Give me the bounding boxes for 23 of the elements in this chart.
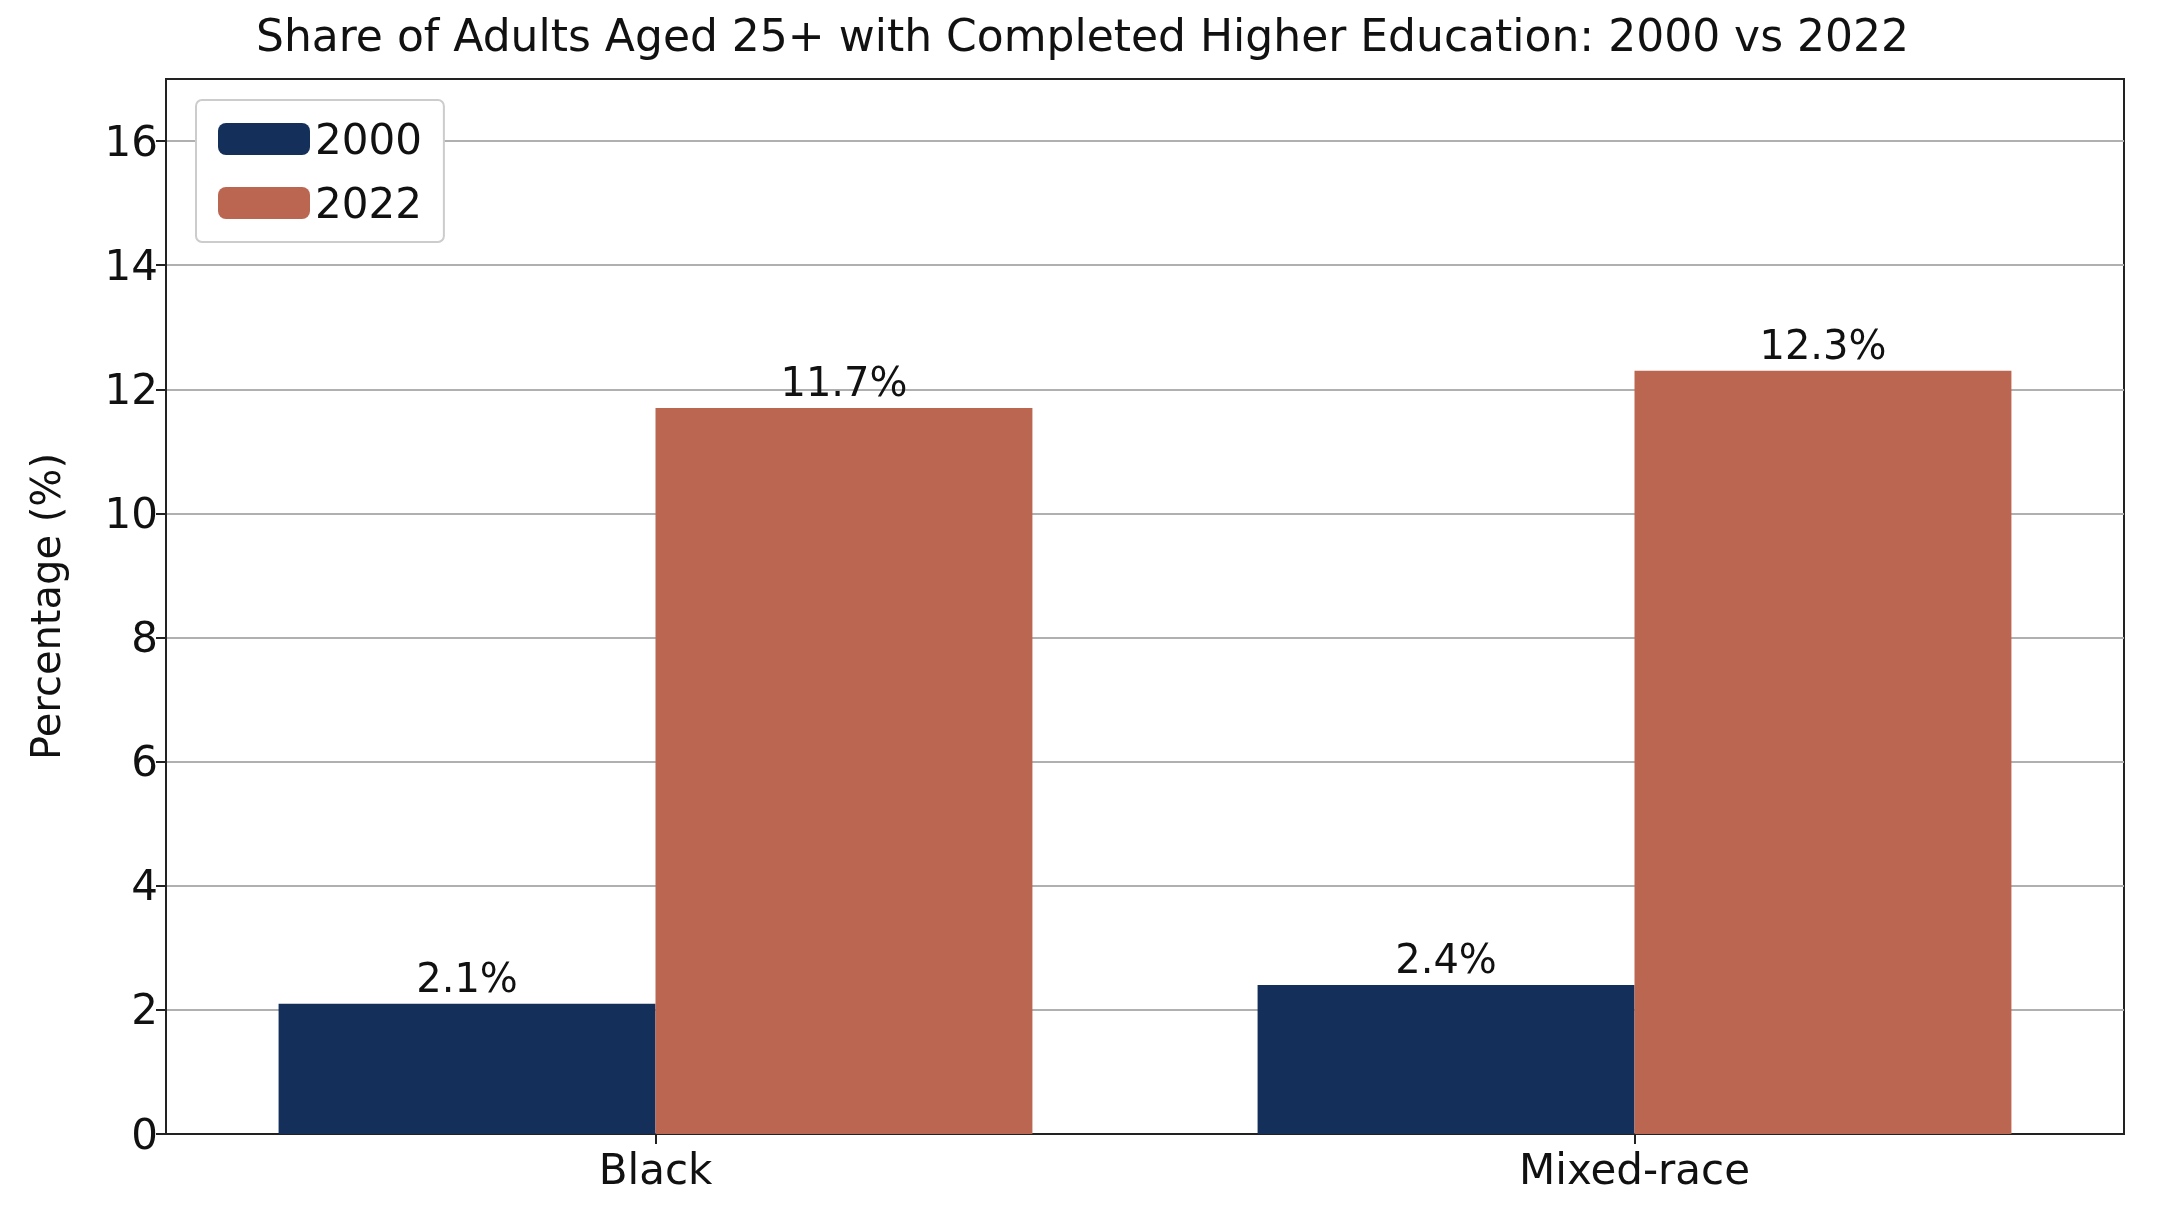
y-tick-label: 6 — [131, 737, 158, 787]
bar — [1257, 985, 1635, 1134]
legend-label: 2000 — [315, 114, 422, 164]
bar — [278, 1003, 656, 1134]
y-tick-label: 12 — [104, 364, 158, 414]
data-label: 11.7% — [780, 358, 908, 405]
y-axis-title: Percentage (%) — [23, 453, 69, 760]
chart-title: Share of Adults Aged 25+ with Completed Higher Education: 2000 vs 2022 — [255, 9, 1910, 61]
y-tick-label: 8 — [131, 613, 158, 663]
x-tick-label: Black — [598, 1144, 713, 1194]
x-tick-label: Mixed-race — [1518, 1144, 1751, 1194]
y-tick-label: 2 — [131, 985, 158, 1035]
data-label: 12.3% — [1759, 321, 1887, 368]
data-label: 2.1% — [416, 954, 518, 1001]
data-label: 2.4% — [1395, 936, 1497, 983]
legend-label: 2022 — [315, 178, 422, 228]
y-tick-label: 10 — [104, 488, 158, 538]
bar — [1634, 370, 2012, 1134]
bar — [655, 407, 1033, 1134]
y-tick-label: 14 — [104, 240, 158, 290]
y-tick-label: 0 — [131, 1109, 158, 1159]
y-tick-label: 4 — [131, 861, 158, 911]
y-tick-label: 16 — [104, 116, 158, 166]
